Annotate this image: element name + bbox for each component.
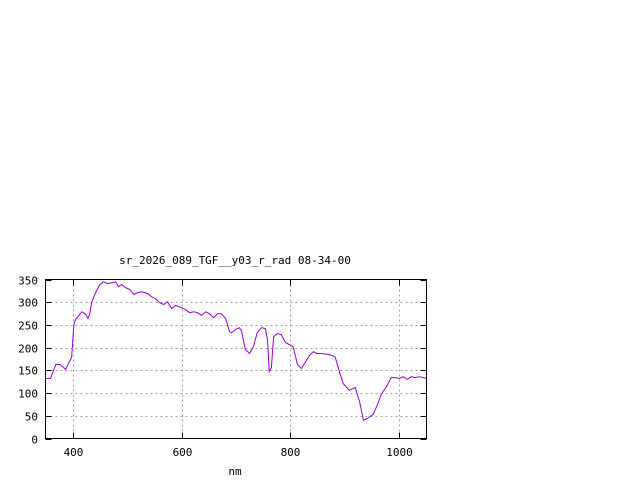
series-line [45,281,427,422]
y-tick-label: 100 [18,388,38,401]
x-tick-label: 600 [173,446,193,459]
x-axis: 400 600 800 1000 [64,279,413,459]
grid [45,279,427,439]
plot-frame [45,279,427,439]
x-tick-label: 1000 [386,446,413,459]
y-tick-label: 0 [31,434,38,447]
y-tick-label: 300 [18,297,38,310]
chart-title: sr_2026_089_TGF__y03_r_rad 08-34-00 [119,254,351,267]
y-axis: 0 50 100 150 200 250 300 350 [18,275,427,447]
y-tick-label: 350 [18,275,38,288]
x-tick-label: 800 [281,446,301,459]
y-tick-label: 50 [25,411,38,424]
y-tick-label: 150 [18,365,38,378]
x-axis-label: nm [228,465,242,478]
y-tick-label: 200 [18,343,38,356]
y-tick-label: 250 [18,320,38,333]
x-tick-label: 400 [64,446,84,459]
